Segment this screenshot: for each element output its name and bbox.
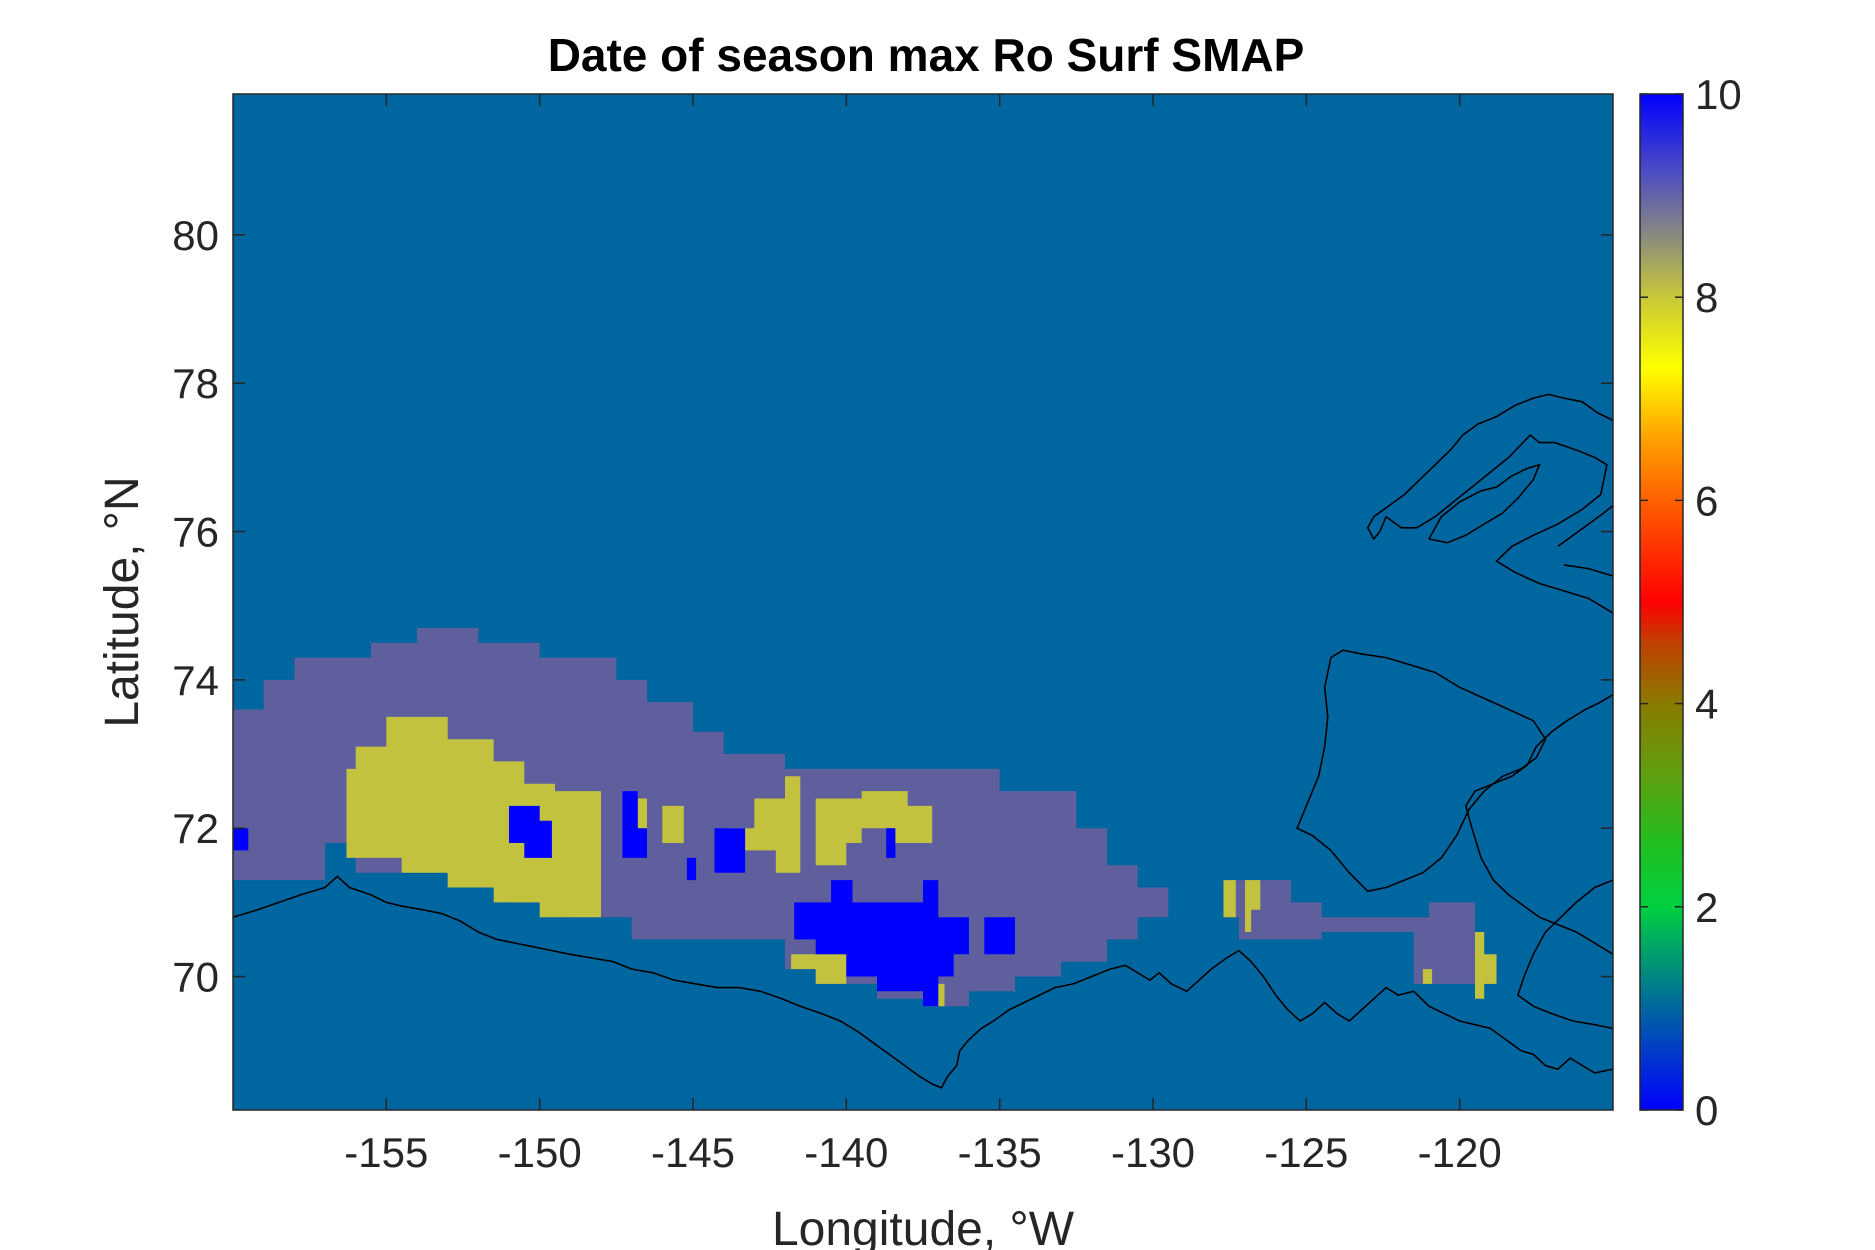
- heatmap-region-9: [1223, 880, 1236, 918]
- heatmap-region-13: [233, 828, 249, 851]
- x-tick-label-6: -125: [1264, 1129, 1348, 1176]
- x-tick-label-2: -145: [651, 1129, 735, 1176]
- colorbar-tick-label-4: 8: [1695, 274, 1718, 321]
- x-tick-label-7: -120: [1418, 1129, 1502, 1176]
- y-axis-label: Latitude, °N: [96, 476, 149, 727]
- colorbar-tick-label-0: 0: [1695, 1087, 1718, 1134]
- coastline-segment-6: [1557, 504, 1613, 548]
- coastline-segment-3: [1296, 649, 1547, 893]
- heatmap-region-18: [886, 828, 896, 858]
- x-axis-ticks: -155 -150 -145 -140 -135 -130 -125 -120: [344, 94, 1502, 1176]
- y-tick-label-4: 78: [172, 360, 219, 407]
- colorbar-ticks: 0 2 4 6 8 10: [1640, 71, 1742, 1134]
- colorbar: 0 2 4 6 8 10: [1639, 71, 1742, 1134]
- heatmap-region-19: [794, 880, 969, 1007]
- heatmap-region-2: [346, 716, 601, 918]
- coastline-segment-7: [1563, 564, 1613, 577]
- colorbar-tick-label-3: 6: [1695, 477, 1718, 524]
- x-tick-label-3: -140: [804, 1129, 888, 1176]
- heatmap-region-7: [791, 954, 847, 984]
- heatmap-regions: [233, 628, 1497, 1007]
- coastline-segment-5: [1428, 463, 1541, 544]
- colorbar-tick-label-5: 10: [1695, 71, 1742, 118]
- coastline-segment-2: [1464, 694, 1613, 955]
- heatmap-region-17: [686, 857, 697, 881]
- x-tick-label-5: -130: [1111, 1129, 1195, 1176]
- coastline-segment-4: [1366, 393, 1613, 614]
- y-tick-label-1: 72: [172, 805, 219, 852]
- plot-frame: [232, 93, 1614, 1111]
- heatmap-region-16: [714, 828, 746, 873]
- y-tick-label-2: 74: [172, 657, 219, 704]
- y-tick-label-5: 80: [172, 212, 219, 259]
- heatmap-region-4: [815, 791, 933, 866]
- y-axis-ticks: 70 72 74 76 78 80: [172, 212, 1613, 1001]
- plot-area: -155 -150 -145 -140 -135 -130 -125 -120 7072747…: [172, 93, 1614, 1176]
- heatmap-region-20: [984, 917, 1015, 955]
- colorbar-bar: [1639, 93, 1684, 1111]
- y-tick-label-3: 76: [172, 509, 219, 556]
- heatmap-region-5: [662, 805, 684, 843]
- coastline-segment-1: [1516, 879, 1613, 1030]
- heatmap-region-14: [509, 805, 552, 858]
- coastline-segment-0: [233, 875, 1613, 1089]
- coastline: [233, 393, 1613, 1089]
- heatmap-region-10: [1245, 880, 1261, 932]
- colorbar-tick-label-1: 2: [1695, 884, 1718, 931]
- x-tick-label-0: -155: [344, 1129, 428, 1176]
- heatmap-region-1: [1229, 880, 1491, 984]
- heatmap-region-12: [1475, 932, 1497, 999]
- x-axis-label: Longitude, °W: [772, 1203, 1075, 1250]
- y-tick-label-0: 70: [172, 954, 219, 1001]
- x-tick-label-1: -150: [498, 1129, 582, 1176]
- heatmap-region-15: [622, 791, 647, 858]
- colorbar-tick-label-2: 4: [1695, 681, 1718, 728]
- chart-title: Date of season max Ro Surf SMAP: [548, 29, 1305, 81]
- x-tick-label-4: -135: [958, 1129, 1042, 1176]
- heatmap-region-11: [1422, 969, 1433, 984]
